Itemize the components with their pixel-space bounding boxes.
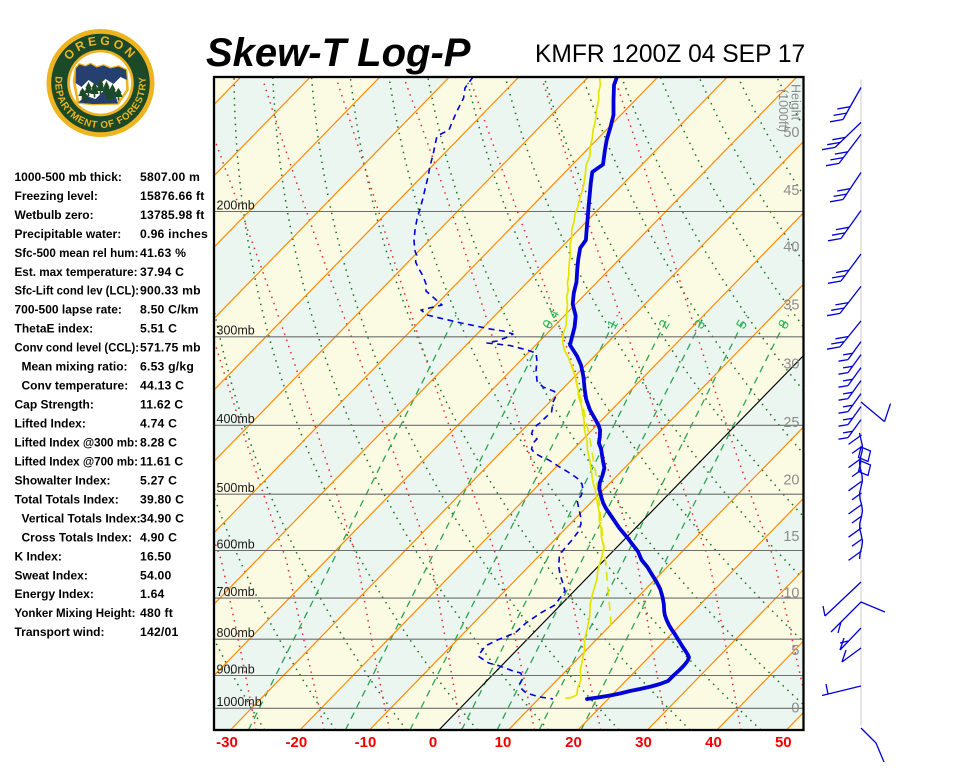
svg-text:41.63 %: 41.63 %	[140, 246, 186, 260]
svg-text:Sfc-Lift cond lev (LCL):: Sfc-Lift cond lev (LCL):	[15, 284, 140, 298]
svg-text:40: 40	[705, 734, 722, 751]
svg-text:Conv cond level (CCL):: Conv cond level (CCL):	[15, 341, 140, 355]
svg-text:Total Totals Index:: Total Totals Index:	[15, 492, 119, 506]
svg-text:900.33 mb: 900.33 mb	[140, 284, 201, 298]
svg-text:1.64: 1.64	[140, 587, 165, 601]
svg-text:10: 10	[783, 586, 799, 602]
svg-text:39.80 C: 39.80 C	[140, 492, 184, 506]
svg-text:8.28 C: 8.28 C	[140, 436, 177, 450]
svg-text:K Index:: K Index:	[15, 549, 62, 563]
svg-text:6.53 g/kg: 6.53 g/kg	[140, 360, 194, 374]
svg-text:Height(1000ft): Height(1000ft)	[776, 84, 803, 132]
svg-text:Cap Strength:: Cap Strength:	[15, 398, 94, 412]
svg-text:Est. max temperature:: Est. max temperature:	[15, 265, 138, 279]
svg-text:0.96 inches: 0.96 inches	[140, 227, 208, 241]
svg-text:800mb: 800mb	[217, 626, 255, 640]
svg-text:4.74 C: 4.74 C	[140, 417, 177, 431]
svg-text:Wetbulb zero:: Wetbulb zero:	[15, 208, 94, 222]
svg-text:0: 0	[791, 700, 799, 716]
svg-text:5.27 C: 5.27 C	[140, 473, 177, 487]
svg-text:16.50: 16.50	[140, 549, 172, 563]
svg-text:900mb: 900mb	[217, 662, 255, 676]
svg-text:13785.98 ft: 13785.98 ft	[140, 208, 205, 222]
svg-text:Sweat Index:: Sweat Index:	[15, 568, 88, 582]
svg-text:5: 5	[791, 643, 799, 659]
svg-text:30: 30	[783, 356, 799, 372]
svg-text:50: 50	[775, 734, 792, 751]
svg-text:ThetaE index:: ThetaE index:	[15, 322, 94, 336]
svg-text:11.61 C: 11.61 C	[140, 455, 183, 469]
svg-text:Energy Index:: Energy Index:	[15, 587, 94, 601]
svg-text:15876.66 ft: 15876.66 ft	[140, 189, 205, 203]
svg-text:400mb: 400mb	[217, 412, 255, 426]
svg-text:Yonker Mixing Height:: Yonker Mixing Height:	[15, 606, 136, 620]
svg-text:300mb: 300mb	[217, 324, 255, 338]
svg-text:11.62 C: 11.62 C	[140, 398, 183, 412]
svg-text:44.13 C: 44.13 C	[140, 379, 184, 393]
svg-text:700-500 lapse rate:: 700-500 lapse rate:	[15, 303, 122, 317]
svg-text:KMFR 1200Z 04 SEP 17: KMFR 1200Z 04 SEP 17	[535, 41, 805, 68]
svg-text:35: 35	[783, 298, 799, 314]
svg-text:20: 20	[565, 734, 582, 751]
svg-text:5.51 C: 5.51 C	[140, 322, 177, 336]
svg-text:-20: -20	[286, 734, 308, 751]
svg-text:30: 30	[635, 734, 652, 751]
svg-text:Mean mixing ratio:: Mean mixing ratio:	[22, 360, 128, 374]
svg-text:142/01: 142/01	[140, 625, 178, 639]
svg-text:25: 25	[783, 415, 799, 431]
svg-text:54.00: 54.00	[140, 568, 172, 582]
svg-text:45: 45	[783, 183, 799, 199]
svg-text:Lifted Index:: Lifted Index:	[15, 417, 86, 431]
svg-text:15: 15	[783, 529, 799, 545]
svg-text:480 ft: 480 ft	[140, 606, 173, 620]
svg-text:500mb: 500mb	[217, 481, 255, 495]
svg-text:-30: -30	[216, 734, 238, 751]
svg-text:Showalter Index:: Showalter Index:	[15, 473, 111, 487]
svg-text:34.90 C: 34.90 C	[140, 511, 184, 525]
svg-text:37.94 C: 37.94 C	[140, 265, 184, 279]
svg-text:600mb: 600mb	[217, 537, 255, 551]
svg-text:1000mb: 1000mb	[217, 695, 262, 709]
svg-text:Vertical Totals Index:: Vertical Totals Index:	[22, 511, 141, 525]
svg-text:20: 20	[783, 472, 799, 488]
svg-text:0: 0	[429, 734, 437, 751]
svg-text:700mb: 700mb	[217, 585, 255, 599]
svg-text:Lifted Index @700 mb:: Lifted Index @700 mb:	[15, 455, 139, 469]
svg-text:4.90 C: 4.90 C	[140, 530, 177, 544]
svg-text:50: 50	[783, 125, 799, 141]
svg-text:Conv temperature:: Conv temperature:	[22, 379, 129, 393]
svg-text:Transport wind:: Transport wind:	[15, 625, 105, 639]
svg-text:200mb: 200mb	[217, 198, 255, 212]
svg-text:Sfc-500 mean rel hum:: Sfc-500 mean rel hum:	[15, 246, 139, 260]
svg-text:Cross Totals Index:: Cross Totals Index:	[22, 530, 132, 544]
svg-text:Precipitable water:: Precipitable water:	[15, 227, 122, 241]
svg-text:Freezing level:: Freezing level:	[15, 189, 98, 203]
svg-text:-10: -10	[355, 734, 377, 751]
svg-text:40: 40	[783, 240, 799, 256]
svg-text:Lifted Index @300 mb:: Lifted Index @300 mb:	[15, 436, 139, 450]
svg-text:Skew-T Log-P: Skew-T Log-P	[206, 31, 471, 75]
svg-text:571.75 mb: 571.75 mb	[140, 341, 201, 355]
svg-text:10: 10	[495, 734, 512, 751]
svg-text:1000-500 mb thick:: 1000-500 mb thick:	[15, 170, 122, 184]
svg-text:8.50 C/km: 8.50 C/km	[140, 303, 199, 317]
svg-text:5807.00 m: 5807.00 m	[140, 170, 200, 184]
